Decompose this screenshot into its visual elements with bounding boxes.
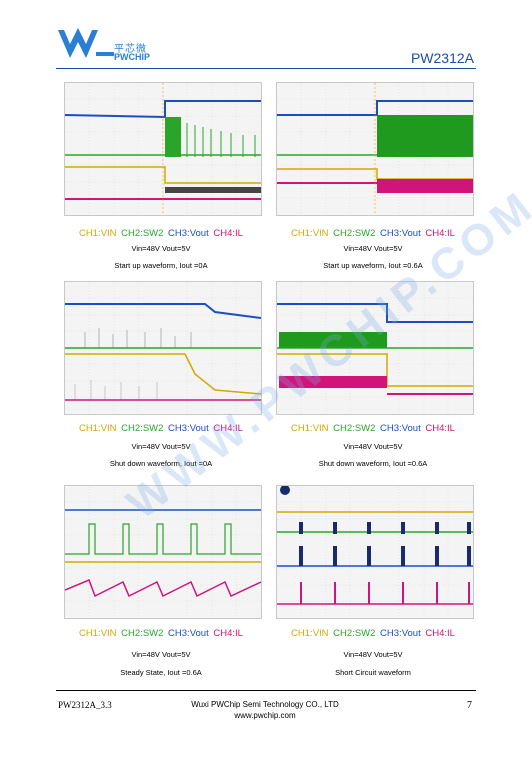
caption-fig6: Short Circuit waveform: [335, 668, 411, 677]
scope-shut-down-0-6a: [276, 281, 474, 415]
footer-divider: [56, 690, 476, 691]
scope-steady-state: [64, 485, 262, 619]
pwchip-logo-icon: [58, 28, 114, 58]
scope-shut-down-0a: [64, 281, 262, 415]
condition-fig3: Vin=48V Vout=5V: [131, 442, 191, 451]
scope-start-up-0a: [64, 82, 262, 216]
condition-fig2: Vin=48V Vout=5V: [343, 244, 403, 253]
legend-fig5: CH1:VIN CH2:SW2 CH3:Vout CH4:IL: [79, 628, 243, 639]
header-divider: [56, 68, 476, 69]
brand-chinese-name: 平芯微: [114, 44, 147, 55]
caption-fig5: Steady State, Iout =0.6A: [120, 668, 202, 677]
legend-fig6: CH1:VIN CH2:SW2 CH3:Vout CH4:IL: [291, 628, 455, 639]
caption-fig2: Start up waveform, Iout =0.6A: [323, 261, 423, 270]
brand-english-name: PWCHIP: [114, 52, 150, 62]
company-name: Wuxi PWChip Semi Technology CO., LTD: [191, 700, 339, 709]
legend-fig4: CH1:VIN CH2:SW2 CH3:Vout CH4:IL: [291, 423, 455, 434]
condition-fig5: Vin=48V Vout=5V: [131, 650, 191, 659]
legend-fig2: CH1:VIN CH2:SW2 CH3:Vout CH4:IL: [291, 228, 455, 239]
caption-fig4: Shut down waveform, Iout =0.6A: [318, 459, 428, 468]
legend-fig3: CH1:VIN CH2:SW2 CH3:Vout CH4:IL: [79, 423, 243, 434]
condition-fig1: Vin=48V Vout=5V: [131, 244, 191, 253]
caption-fig3: Shut down waveform, Iout =0A: [109, 459, 213, 468]
document-version: PW2312A_3.3: [58, 700, 112, 710]
page-number: 7: [467, 700, 472, 711]
scope-short-circuit: [276, 485, 474, 619]
company-website[interactable]: www.pwchip.com: [234, 711, 296, 720]
document-title: PW2312A: [410, 50, 474, 66]
legend-fig1: CH1:VIN CH2:SW2 CH3:Vout CH4:IL: [79, 228, 243, 239]
condition-fig4: Vin=48V Vout=5V: [343, 442, 403, 451]
condition-fig6: Vin=48V Vout=5V: [343, 650, 403, 659]
caption-fig1: Start up waveform, Iout =0A: [114, 261, 208, 270]
scope-start-up-0-6a: [276, 82, 474, 216]
page-header: 平芯微 PWCHIP PW2312A: [0, 0, 532, 80]
